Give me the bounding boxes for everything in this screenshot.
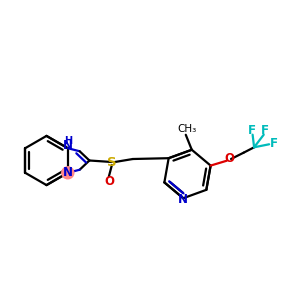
Text: CH₃: CH₃ bbox=[178, 124, 197, 134]
Text: N: N bbox=[178, 193, 188, 206]
Text: N: N bbox=[63, 166, 73, 179]
Text: O: O bbox=[104, 175, 114, 188]
Text: F: F bbox=[248, 124, 256, 137]
Text: O: O bbox=[224, 152, 234, 166]
Text: N: N bbox=[62, 139, 73, 152]
Text: F: F bbox=[261, 124, 268, 137]
Text: F: F bbox=[270, 137, 278, 150]
Text: H: H bbox=[64, 136, 73, 146]
Text: S: S bbox=[107, 155, 117, 169]
Circle shape bbox=[62, 167, 74, 179]
